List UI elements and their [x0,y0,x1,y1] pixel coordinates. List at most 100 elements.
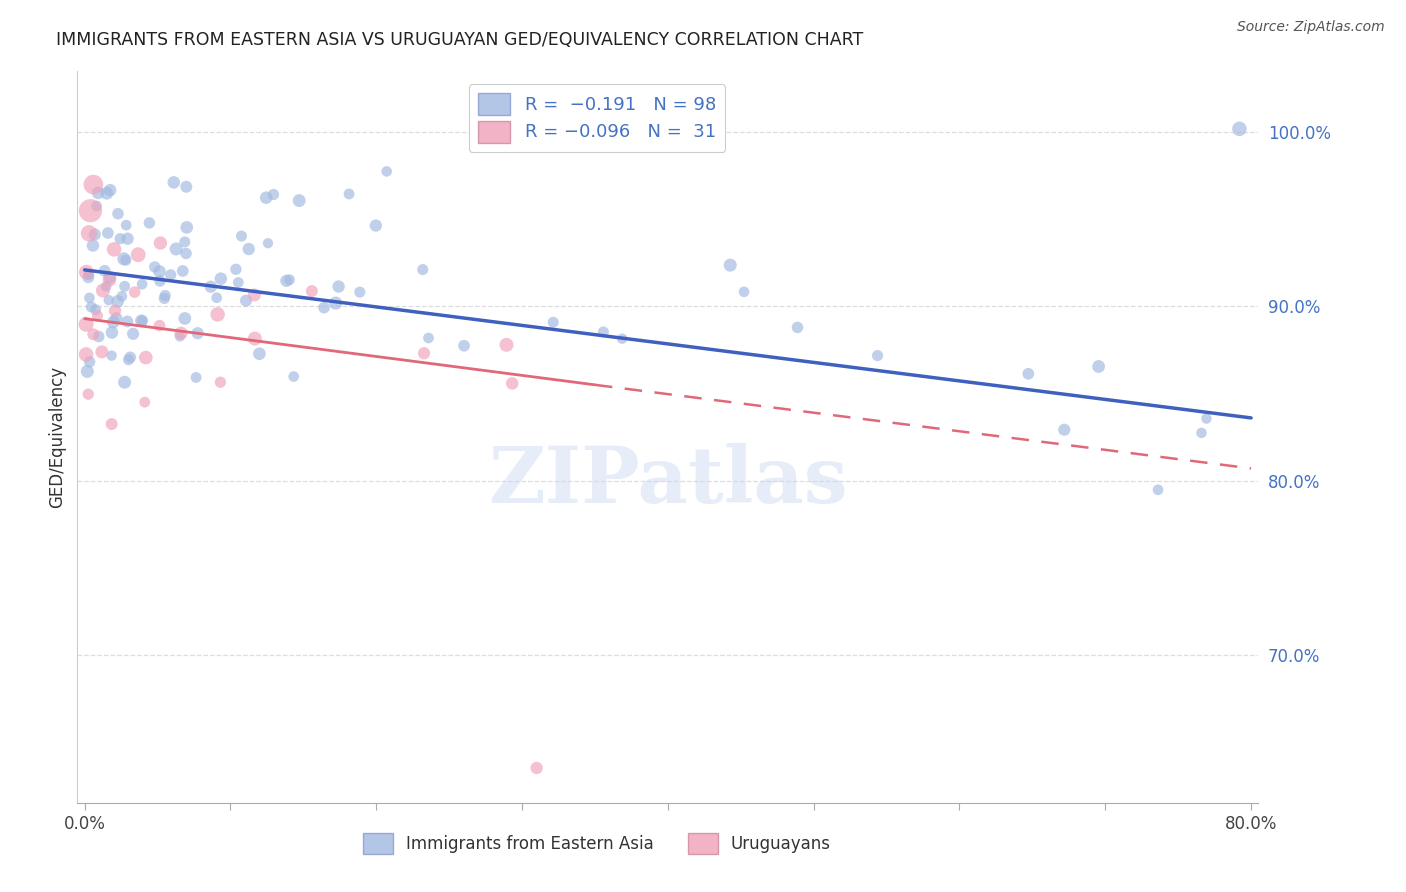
Point [276,274,298,288]
Point [103,243,125,257]
Text: Source: ZipAtlas.com: Source: ZipAtlas.com [1237,20,1385,34]
Point [1195,411,1218,425]
Point [86,309,108,323]
Point [124,285,146,299]
Point [114,279,136,293]
Point [718,258,741,272]
Point [337,186,360,201]
Point [131,277,153,292]
Point [247,347,270,361]
Point [187,326,209,341]
Text: ZIPatlas: ZIPatlas [488,443,848,519]
Point [301,284,323,298]
Point [412,262,434,277]
Point [77,387,100,401]
Point [107,207,129,221]
Point [165,242,187,256]
Point [82,327,104,342]
Point [612,332,634,346]
Point [77,270,100,285]
Point [79,291,101,305]
Point [112,252,135,266]
Point [174,179,197,194]
Point [495,338,517,352]
Point [77,227,100,241]
Point [100,417,122,431]
Point [453,339,475,353]
Point [87,329,110,343]
Point [278,273,301,287]
Point [413,346,436,360]
Point [103,315,125,329]
Point [127,248,149,262]
Point [231,229,253,244]
Point [866,349,889,363]
Point [75,347,97,361]
Point [86,199,108,213]
Point [1191,425,1213,440]
Point [90,344,112,359]
Point [209,375,232,389]
Point [170,326,193,341]
Point [84,302,107,317]
Point [135,351,157,365]
Point [159,268,181,282]
Point [184,370,207,384]
Point [207,307,229,321]
Point [262,187,284,202]
Point [501,376,523,391]
Point [163,175,186,189]
Point [143,260,166,274]
Point [254,191,277,205]
Point [82,238,104,252]
Point [107,294,129,309]
Point [76,364,98,378]
Point [243,332,266,346]
Point [117,314,139,328]
Point [79,203,101,218]
Point [418,331,440,345]
Point [1017,367,1039,381]
Point [75,265,97,279]
Point [83,227,105,242]
Point [225,262,247,277]
Point [87,186,110,200]
Point [98,270,121,285]
Point [148,264,170,278]
Point [91,284,114,298]
Point [96,186,118,201]
Point [733,285,755,299]
Point [108,232,131,246]
Point [174,246,197,260]
Point [328,279,350,293]
Y-axis label: GED/Equivalency: GED/Equivalency [48,366,66,508]
Point [115,218,138,232]
Point [526,761,548,775]
Point [98,183,121,197]
Point [169,329,191,343]
Point [325,296,347,310]
Point [138,216,160,230]
Point [131,314,153,328]
Point [97,226,120,240]
Point [1053,423,1076,437]
Point [176,220,198,235]
Point [98,273,121,287]
Point [97,293,120,307]
Point [149,235,172,250]
Point [148,318,170,333]
Point [75,318,97,332]
Point [94,279,117,293]
Point [93,264,115,278]
Point [117,352,139,367]
Point [238,242,260,256]
Point [120,351,142,365]
Point [100,349,122,363]
Point [1229,121,1251,136]
Point [243,288,266,302]
Point [209,271,232,285]
Point [349,285,371,299]
Point [114,376,136,390]
Point [235,293,257,308]
Point [82,178,104,192]
